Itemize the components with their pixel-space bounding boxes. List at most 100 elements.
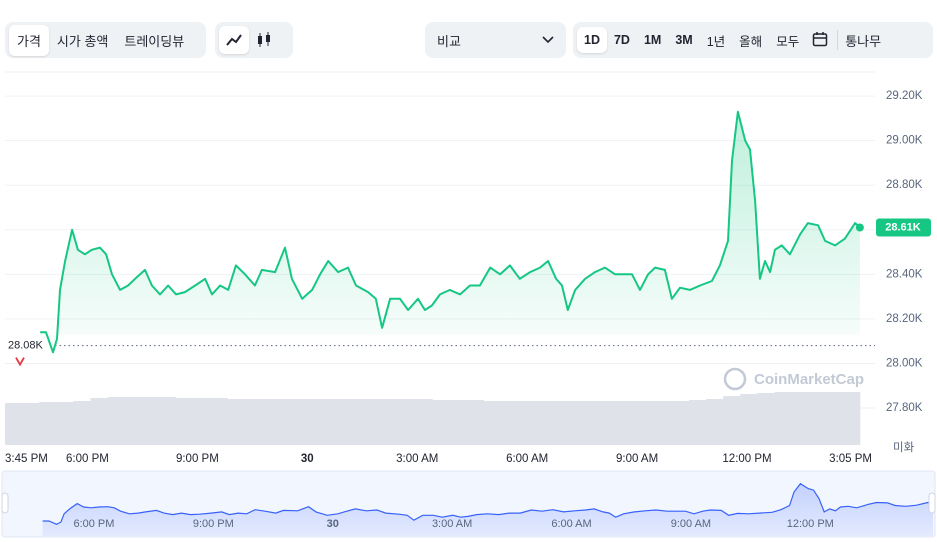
log-toggle[interactable]: 통나무	[845, 33, 882, 49]
navigator-line	[42, 482, 933, 525]
view-tabs: 가격 시가 총액 트레이딩뷰	[5, 22, 206, 58]
x-tick-label: 3:00 AM	[396, 453, 438, 465]
price-line	[40, 110, 861, 354]
volume-bar	[518, 401, 536, 445]
navigator-area	[42, 483, 933, 536]
last-point	[855, 223, 864, 232]
volume-bar	[449, 400, 467, 445]
volume-bar	[73, 401, 91, 445]
volume-bar	[398, 399, 416, 445]
range[interactable]: 모두	[776, 34, 800, 49]
range[interactable]: 3M	[675, 33, 693, 47]
volume-bar	[466, 400, 485, 445]
divider	[837, 30, 839, 50]
x-tick-label: 9:00 PM	[176, 453, 219, 465]
range-tabs: 1D 7D 1M 3M 1년 올해 모두 통나무	[573, 22, 933, 58]
volume-bar	[176, 398, 194, 445]
x-tick-label: 9:00 AM	[616, 453, 658, 465]
volume-bar	[329, 399, 348, 445]
x-tick-label: 12:00 PM	[722, 453, 771, 465]
volume-bar	[654, 401, 673, 445]
volume-bar	[586, 401, 604, 445]
y-unit: 미화	[893, 441, 915, 454]
volume-bar	[620, 401, 638, 445]
y-tick-label: 28.60K	[886, 224, 923, 236]
volume-bar	[141, 397, 160, 445]
x-tick-label: 6:00 AM	[506, 453, 548, 465]
navigator-handle	[1, 492, 9, 514]
volume-bar	[158, 397, 177, 445]
volume-bar	[39, 402, 57, 445]
tab[interactable]: 가격	[9, 24, 49, 56]
volume-bar	[552, 401, 570, 445]
candle-icon[interactable]	[249, 26, 279, 54]
y-tick-label: 29.20K	[886, 90, 923, 102]
volume-bar	[603, 401, 621, 445]
area	[40, 111, 860, 353]
navigator-tick-label: 3:00 AM	[432, 518, 472, 530]
volume-bar	[227, 399, 245, 445]
range[interactable]: 1년	[706, 34, 726, 49]
volume-bar	[295, 399, 314, 445]
x-tick-label: 6:00 PM	[66, 453, 109, 465]
volume-bar	[791, 392, 809, 445]
tab[interactable]: 시가 총액	[56, 33, 109, 49]
y-tick-label: 27.80K	[886, 402, 923, 414]
watermark: CoinMarketCap	[754, 371, 864, 388]
chart-style	[215, 22, 293, 58]
navigator-tick-label: 6:00 PM	[73, 518, 114, 530]
volume-bar	[740, 394, 758, 445]
range[interactable]: 1M	[643, 33, 662, 47]
calendar-icon[interactable]	[806, 27, 834, 54]
volume-bar	[535, 401, 553, 445]
current-tag	[876, 218, 931, 237]
navigator-tick-label: 30	[327, 518, 339, 530]
range[interactable]: 올해	[739, 34, 763, 49]
volume-bar	[278, 399, 296, 445]
volume-bar	[244, 399, 262, 445]
y-tick-label: 29.00K	[886, 135, 923, 147]
volume-bar	[757, 393, 775, 445]
navigator-tick-label: 9:00 AM	[671, 518, 711, 530]
y-tick-label: 28.40K	[886, 268, 923, 280]
x-tick-label: 3:05 PM	[829, 453, 872, 465]
current-label: 28.61K	[885, 221, 921, 233]
volume-bar	[22, 403, 40, 445]
volume-bar	[312, 399, 331, 445]
compare-dropdown[interactable]: 비교	[425, 22, 566, 58]
y-tick-label: 28.20K	[886, 313, 923, 325]
volume-bar	[432, 400, 450, 445]
volume-bar	[825, 392, 844, 445]
tab[interactable]: 트레이딩뷰	[124, 33, 185, 49]
line-icon[interactable]	[219, 26, 249, 54]
volume-bar	[706, 399, 724, 445]
navigator	[1, 470, 936, 538]
x-tick-label: 3:45 PM	[5, 453, 48, 465]
navigator-handle	[928, 492, 936, 514]
volume-bar	[671, 401, 690, 445]
reference-label: 28.08K	[8, 340, 44, 352]
navigator-tick-label: 6:00 AM	[551, 518, 591, 530]
volume-bar	[347, 399, 365, 445]
volume-bar	[193, 398, 211, 445]
volume-bar	[808, 392, 827, 445]
volume-bar	[107, 397, 125, 445]
volume-bar	[689, 400, 707, 445]
volume-bar	[774, 392, 792, 445]
volume-bar	[210, 398, 228, 445]
volume-bar	[569, 401, 587, 445]
watermark-logo	[723, 367, 747, 391]
x-tick-label: 30	[301, 453, 314, 465]
navigator-tick-label: 9:00 PM	[193, 518, 234, 530]
compare-label: 비교	[437, 33, 461, 49]
volume-bar	[415, 399, 433, 445]
volume-bar	[124, 397, 143, 445]
range[interactable]: 7D	[613, 33, 630, 47]
y-tick-label: 28.00K	[886, 357, 923, 369]
reference-arrow	[15, 357, 25, 367]
volume-bar	[500, 401, 519, 445]
volume-bar	[56, 402, 74, 445]
range[interactable]: 1D	[577, 27, 607, 53]
volume-bar	[5, 403, 23, 445]
